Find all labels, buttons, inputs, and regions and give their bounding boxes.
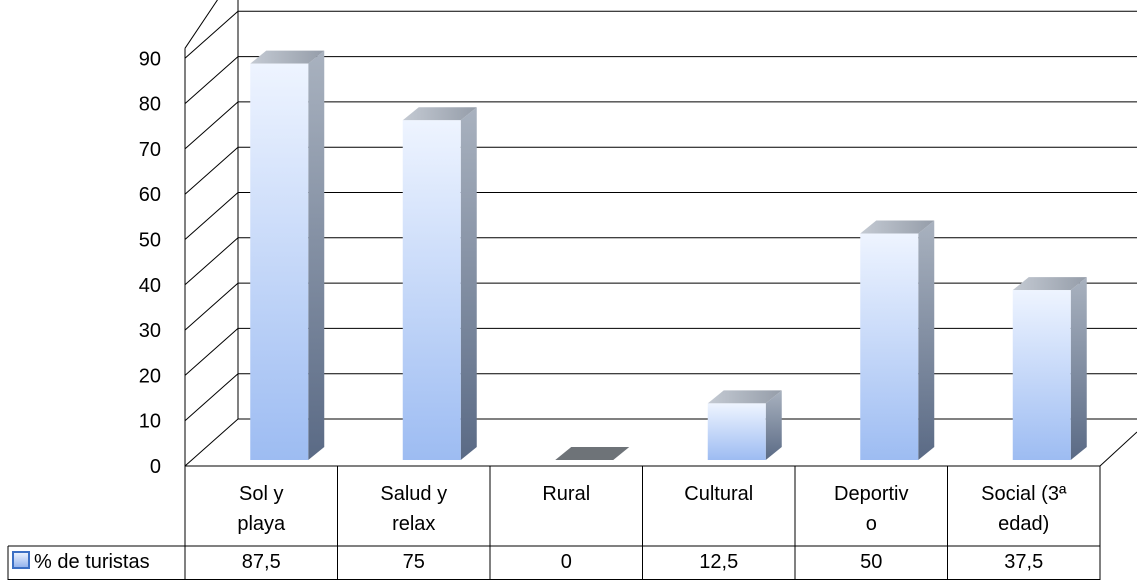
bar (402, 120, 461, 460)
bar-side (460, 107, 477, 460)
bar-side (918, 220, 935, 460)
y-tick-label: 40 (139, 275, 161, 297)
bar (860, 233, 919, 460)
y-tick-label: 70 (139, 139, 161, 161)
bar-zero (555, 447, 630, 460)
category-label: Cultural (684, 483, 753, 505)
y-tick-label: 30 (139, 320, 161, 342)
y-tick-label: 80 (139, 94, 161, 116)
gridline-diagonal (184, 192, 239, 240)
y-tick-label: 60 (139, 184, 161, 206)
gridline-diagonal (184, 10, 239, 59)
bar-top (250, 50, 325, 64)
gridline-diagonal (184, 101, 239, 150)
table-value: 75 (403, 551, 425, 573)
y-axis: 0 10 20 30 40 50 60 70 80 90 (139, 48, 161, 478)
gridline-diagonal (184, 373, 239, 422)
y-tick-label: 50 (139, 230, 161, 252)
bar-top (860, 220, 935, 234)
gridline-diagonal (184, 282, 239, 331)
bars (250, 50, 1087, 460)
category-label: Salud y relax (380, 483, 447, 535)
y-tick-label: 90 (139, 48, 161, 70)
table-value: 87,5 (242, 551, 281, 573)
category-label: Sol y playa (237, 483, 286, 535)
bar-side (308, 50, 325, 460)
bar-top (1012, 277, 1087, 291)
table-value: 12,5 (699, 551, 738, 573)
bar-top (402, 107, 477, 121)
bar (707, 403, 766, 460)
table-value: 37,5 (1004, 551, 1043, 573)
series-name: % de turistas (34, 551, 150, 573)
gridline-diagonal (184, 146, 239, 195)
category-label: Deportiv o (834, 483, 908, 535)
table-value: 0 (561, 551, 572, 573)
y-tick-label: 0 (150, 456, 161, 478)
bar-top (707, 390, 782, 404)
category-label: Rural (542, 483, 590, 505)
gridline-diagonal (184, 56, 239, 104)
gridlines (184, 0, 1137, 467)
bar (250, 63, 309, 460)
floor-edge (1099, 431, 1137, 467)
y-tick-label: 10 (139, 411, 161, 433)
table-value: 50 (860, 551, 882, 573)
legend-key (12, 551, 30, 569)
data-table: Sol y playa Salud y relax Rural Cultural Depor… (7, 466, 1101, 580)
bar (1012, 290, 1071, 460)
gridline-diagonal (184, 418, 239, 467)
bar-side (765, 390, 782, 460)
category-label: Social (3ª edad) (981, 483, 1067, 535)
gridline-diagonal (184, 237, 239, 286)
gridline-diagonal (184, 328, 239, 376)
y-tick-label: 20 (139, 365, 161, 387)
bar-side (1070, 277, 1087, 460)
wall-edge (184, 0, 219, 49)
